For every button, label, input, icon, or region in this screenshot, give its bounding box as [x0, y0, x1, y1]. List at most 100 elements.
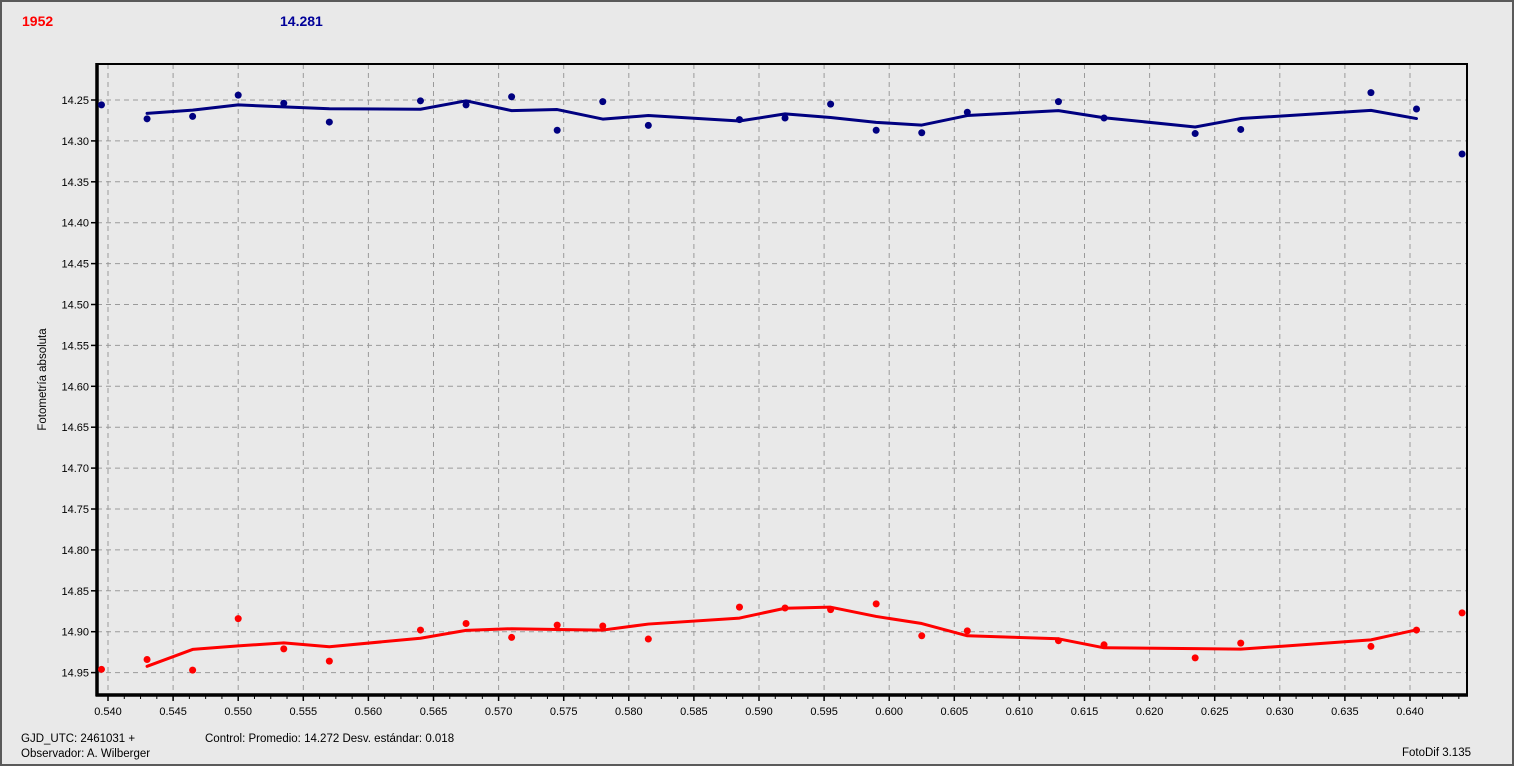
data-point-object-1952	[599, 622, 607, 630]
trend-line-object-1952	[145, 605, 1419, 668]
data-point-object-1952	[827, 606, 835, 614]
y-tick-label: 14.70	[61, 463, 89, 475]
y-axis-title: Fotometría absoluta	[37, 328, 49, 431]
x-tick-label: 0.595	[810, 706, 838, 718]
data-point-object-1952	[234, 615, 242, 623]
y-tick-label: 14.80	[61, 545, 89, 557]
x-tick-label: 0.580	[615, 706, 643, 718]
x-tick-label: 0.565	[420, 706, 448, 718]
data-point-control-star	[280, 99, 288, 107]
y-tick-label: 14.30	[61, 136, 89, 148]
data-point-control-star	[143, 115, 151, 123]
data-point-object-1952	[416, 626, 424, 634]
app-version-label: FotoDif 3.135	[1401, 747, 1471, 759]
data-point-control-star	[1458, 150, 1466, 158]
data-point-control-star	[1100, 114, 1108, 122]
tick-labels: 14.25 14.30 14.35 14.40 14.45 14.50 14.55 14.60…	[61, 95, 1423, 718]
data-point-object-1952	[918, 632, 926, 640]
x-tick-label: 0.625	[1201, 706, 1229, 718]
data-point-control-star	[1191, 130, 1199, 138]
data-point-object-1952	[1458, 609, 1466, 617]
x-tick-label: 0.630	[1266, 706, 1294, 718]
x-tick-label: 0.560	[355, 706, 383, 718]
data-point-object-1952	[189, 666, 197, 674]
y-tick-label: 14.85	[61, 586, 89, 598]
series-control-star	[97, 89, 1466, 158]
data-point-object-1952	[462, 620, 470, 628]
object-designation-label: 1952	[22, 13, 54, 29]
x-tick-label: 0.600	[875, 706, 903, 718]
data-point-control-star	[234, 91, 242, 99]
data-point-object-1952	[644, 635, 652, 643]
x-tick-label: 0.545	[159, 706, 187, 718]
gridlines	[97, 64, 1467, 695]
y-tick-label: 14.45	[61, 259, 89, 271]
data-point-object-1952	[735, 603, 743, 611]
x-tick-label: 0.615	[1071, 706, 1099, 718]
y-tick-label: 14.35	[61, 177, 89, 189]
data-point-control-star	[508, 93, 516, 101]
data-point-control-star	[325, 118, 333, 126]
data-point-object-1952	[1237, 639, 1245, 647]
trend-line-control-star	[145, 99, 1419, 129]
data-point-control-star	[1413, 105, 1421, 113]
y-tick-label: 14.40	[61, 218, 89, 230]
x-tick-label: 0.590	[745, 706, 773, 718]
data-point-control-star	[735, 116, 743, 124]
data-point-object-1952	[97, 665, 105, 673]
x-tick-label: 0.610	[1006, 706, 1034, 718]
x-tick-label: 0.570	[485, 706, 513, 718]
data-point-control-star	[644, 121, 652, 129]
x-tick-label: 0.575	[550, 706, 578, 718]
y-tick-label: 14.90	[61, 627, 89, 639]
series	[97, 89, 1466, 674]
data-point-control-star	[827, 100, 835, 108]
data-point-object-1952	[280, 645, 288, 653]
data-point-object-1952	[1054, 637, 1062, 645]
data-point-object-1952	[872, 600, 880, 608]
y-tick-label: 14.95	[61, 668, 89, 680]
data-point-object-1952	[781, 604, 789, 612]
data-point-control-star	[872, 126, 880, 134]
y-tick-label: 14.55	[61, 340, 89, 352]
data-point-control-star	[416, 97, 424, 105]
y-tick-label: 14.60	[61, 381, 89, 393]
y-tick-label: 14.65	[61, 422, 89, 434]
data-point-object-1952	[1413, 626, 1421, 634]
data-point-control-star	[553, 126, 561, 134]
data-point-control-star	[1237, 125, 1245, 133]
data-point-object-1952	[1191, 654, 1199, 662]
x-tick-label: 0.585	[680, 706, 708, 718]
data-point-control-star	[599, 98, 607, 106]
x-tick-label: 0.640	[1396, 706, 1424, 718]
x-tick-label: 0.555	[290, 706, 318, 718]
x-tick-label: 0.540	[94, 706, 122, 718]
control-mean-value-label: 14.281	[280, 13, 323, 29]
x-tick-label: 0.635	[1331, 706, 1359, 718]
data-point-control-star	[189, 112, 197, 120]
data-point-control-star	[97, 101, 105, 109]
data-point-control-star	[1054, 98, 1062, 106]
data-point-object-1952	[325, 657, 333, 665]
x-tick-label: 0.605	[941, 706, 969, 718]
axes	[91, 63, 1468, 701]
data-point-object-1952	[1100, 641, 1108, 649]
control-statistics-label: Control: Promedio: 14.272 Desv. estándar…	[205, 733, 455, 745]
x-tick-label: 0.620	[1136, 706, 1164, 718]
observer-label: Observador: A. Wilberger	[21, 748, 151, 760]
data-point-control-star	[1367, 89, 1375, 97]
data-point-object-1952	[553, 621, 561, 629]
data-point-object-1952	[143, 656, 151, 664]
data-point-control-star	[918, 129, 926, 137]
gjd-utc-label: GJD_UTC: 2461031 +	[21, 733, 136, 745]
data-point-object-1952	[1367, 642, 1375, 650]
y-tick-label: 14.50	[61, 300, 89, 312]
y-tick-label: 14.75	[61, 504, 89, 516]
series-object-1952	[97, 600, 1466, 674]
data-point-control-star	[963, 108, 971, 116]
data-point-object-1952	[963, 627, 971, 635]
x-tick-label: 0.550	[224, 706, 252, 718]
data-point-object-1952	[508, 633, 516, 641]
